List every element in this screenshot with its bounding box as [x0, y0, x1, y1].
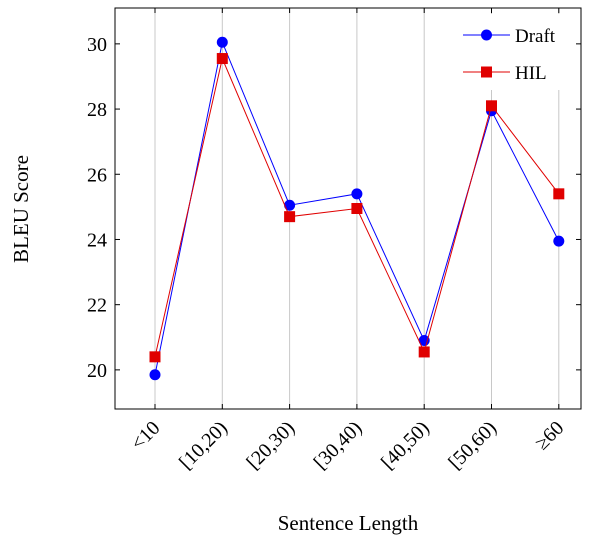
x-tick-label: [10,20): [175, 417, 232, 474]
y-axis: 20 22 24 26 28 30: [87, 34, 581, 382]
series-group: [149, 36, 565, 381]
x-tick-label: <10: [127, 417, 165, 455]
y-tick-label: 22: [87, 295, 107, 317]
x-tick-label: [30,40): [310, 417, 367, 474]
hil-data-point: [216, 53, 228, 65]
y-axis-label: BLEU Score: [9, 155, 33, 263]
x-tick-label: [20,30): [242, 417, 299, 474]
draft-data-point: [351, 188, 363, 200]
legend-box: [456, 14, 574, 90]
y-tick-label: 24: [87, 229, 107, 251]
x-axis-label: Sentence Length: [278, 511, 419, 535]
hil-data-point: [486, 100, 497, 112]
x-tick-label: [50,60): [444, 417, 501, 474]
hil-data-point: [553, 188, 565, 200]
y-tick-label: 20: [87, 360, 107, 382]
plot-frame: [114, 7, 582, 410]
y-tick-label: 28: [87, 99, 107, 121]
draft-data-point: [149, 369, 161, 381]
legend-hil-label: HIL: [515, 63, 547, 84]
legend: Draft HIL: [456, 14, 574, 90]
x-tick-label: [40,50): [377, 417, 434, 474]
draft-data-point: [216, 36, 228, 48]
y-tick-label: 26: [87, 164, 107, 186]
x-tick-label: ≥60: [531, 417, 568, 454]
y-tick-label: 30: [87, 34, 107, 56]
draft-data-point: [553, 235, 565, 247]
legend-draft-label: Draft: [515, 26, 556, 47]
hil-data-point: [284, 211, 296, 223]
legend-hil-marker: [481, 66, 492, 78]
draft-data-point: [284, 199, 296, 211]
legend-draft-marker: [481, 29, 492, 41]
hil-data-point: [149, 351, 161, 363]
hil-data-point: [418, 346, 430, 358]
hil-data-point: [351, 203, 363, 214]
